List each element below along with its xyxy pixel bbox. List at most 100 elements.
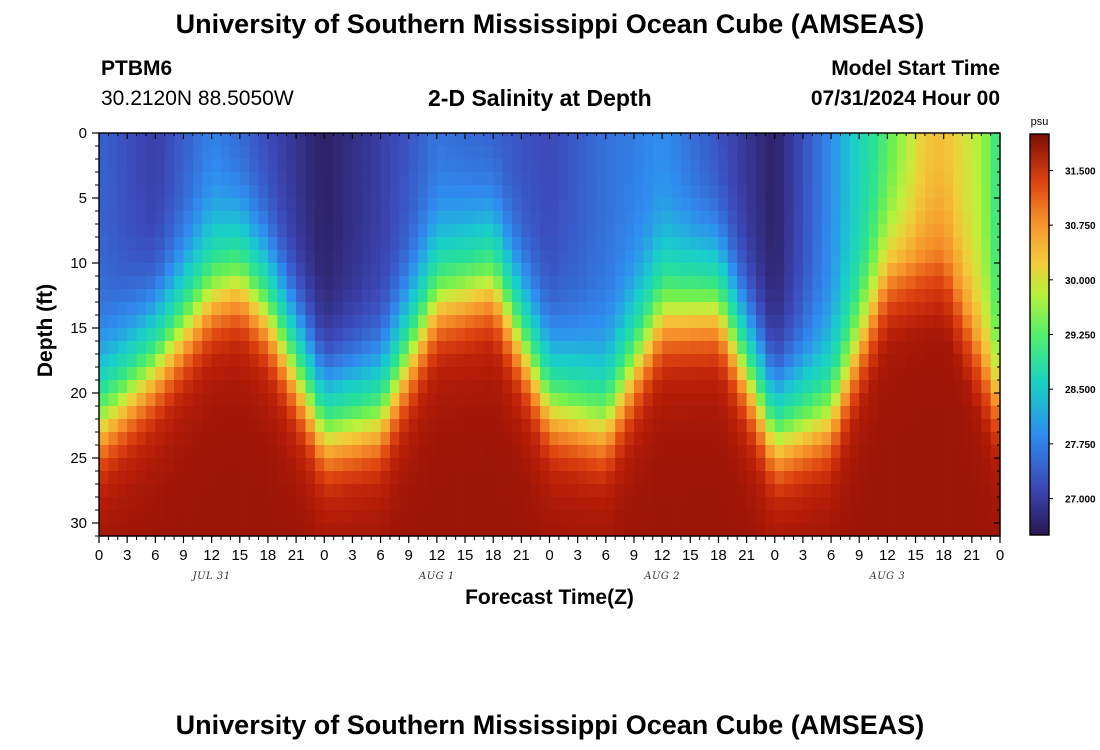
heatmap-cell (709, 328, 720, 342)
heatmap-cell (859, 341, 870, 355)
heatmap-cell (493, 432, 504, 446)
heatmap-cell (305, 289, 316, 303)
heatmap-cell (558, 367, 569, 381)
heatmap-cell (915, 289, 926, 303)
heatmap-cell (202, 354, 213, 368)
heatmap-cell (465, 367, 476, 381)
heatmap-cell (127, 445, 138, 459)
heatmap-cell (765, 328, 776, 342)
heatmap-cell (427, 237, 438, 251)
heatmap-cell (117, 198, 128, 212)
heatmap-cell (174, 289, 185, 303)
heatmap-cell (286, 263, 297, 277)
heatmap-cell (840, 445, 851, 459)
heatmap-cell (605, 263, 616, 277)
heatmap-cell (465, 523, 476, 537)
heatmap-cell (202, 432, 213, 446)
heatmap-cell (605, 458, 616, 472)
heatmap-cell (615, 419, 626, 433)
heatmap-cell (990, 497, 1001, 511)
heatmap-cell (239, 289, 250, 303)
heatmap-cell (483, 185, 494, 199)
heatmap-cell (990, 380, 1001, 394)
heatmap-cell (587, 484, 598, 498)
heatmap-cell (737, 354, 748, 368)
heatmap-cell (192, 198, 203, 212)
heatmap-cell (849, 406, 860, 420)
heatmap-cell (680, 497, 691, 511)
heatmap-cell (859, 159, 870, 173)
heatmap-cell (868, 263, 879, 277)
heatmap-cell (981, 484, 992, 498)
heatmap-cell (465, 471, 476, 485)
heatmap-cell (577, 250, 588, 264)
heatmap-cell (971, 237, 982, 251)
heatmap-cell (737, 159, 748, 173)
heatmap-cell (915, 445, 926, 459)
heatmap-cell (990, 471, 1001, 485)
heatmap-cell (314, 237, 325, 251)
heatmap-cell (690, 406, 701, 420)
heatmap-cell (587, 419, 598, 433)
heatmap-cell (474, 263, 485, 277)
heatmap-cell (427, 159, 438, 173)
heatmap-cell (887, 302, 898, 316)
heatmap-cell (887, 276, 898, 290)
heatmap-cell (511, 523, 522, 537)
heatmap-cell (859, 185, 870, 199)
heatmap-cell (192, 510, 203, 524)
heatmap-cell (136, 367, 147, 381)
heatmap-cell (896, 224, 907, 238)
x-tick-label: 0 (320, 547, 328, 564)
heatmap-cell (324, 198, 335, 212)
heatmap-cell (831, 276, 842, 290)
heatmap-cell (755, 458, 766, 472)
colorbar-tick-label: 29.250 (1065, 331, 1096, 342)
heatmap-cell (183, 276, 194, 290)
heatmap-cell (540, 315, 551, 329)
heatmap-cell (615, 185, 626, 199)
heatmap-cell (371, 393, 382, 407)
heatmap-cell (511, 458, 522, 472)
heatmap-cell (587, 367, 598, 381)
heatmap-cell (727, 497, 738, 511)
heatmap-cell (849, 419, 860, 433)
heatmap-cell (624, 523, 635, 537)
heatmap-cell (746, 445, 757, 459)
heatmap-cell (558, 458, 569, 472)
heatmap-cell (239, 250, 250, 264)
heatmap-cell (127, 250, 138, 264)
heatmap-cell (868, 445, 879, 459)
heatmap-cell (258, 302, 269, 316)
heatmap-cell (314, 445, 325, 459)
heatmap-cell (990, 419, 1001, 433)
heatmap-cell (934, 341, 945, 355)
heatmap-cell (981, 185, 992, 199)
heatmap-cell (953, 523, 964, 537)
heatmap-cell (662, 367, 673, 381)
heatmap-cell (183, 289, 194, 303)
heatmap-cell (202, 289, 213, 303)
heatmap-cell (821, 380, 832, 394)
heatmap-cell (127, 159, 138, 173)
heatmap-cell (183, 328, 194, 342)
heatmap-cell (502, 237, 513, 251)
heatmap-cell (465, 445, 476, 459)
heatmap-cell (906, 445, 917, 459)
heatmap-cell (465, 250, 476, 264)
heatmap-cell (389, 341, 400, 355)
heatmap-cell (868, 146, 879, 160)
heatmap-cell (511, 497, 522, 511)
heatmap-cell (784, 159, 795, 173)
heatmap-cell (596, 133, 607, 147)
heatmap-cell (849, 146, 860, 160)
heatmap-cell (849, 198, 860, 212)
heatmap-cell (971, 263, 982, 277)
heatmap-cell (924, 211, 935, 225)
heatmap-cell (230, 159, 241, 173)
heatmap-cell (127, 380, 138, 394)
heatmap-cell (868, 432, 879, 446)
heatmap-cell (202, 419, 213, 433)
heatmap-cell (474, 185, 485, 199)
heatmap-cell (906, 393, 917, 407)
